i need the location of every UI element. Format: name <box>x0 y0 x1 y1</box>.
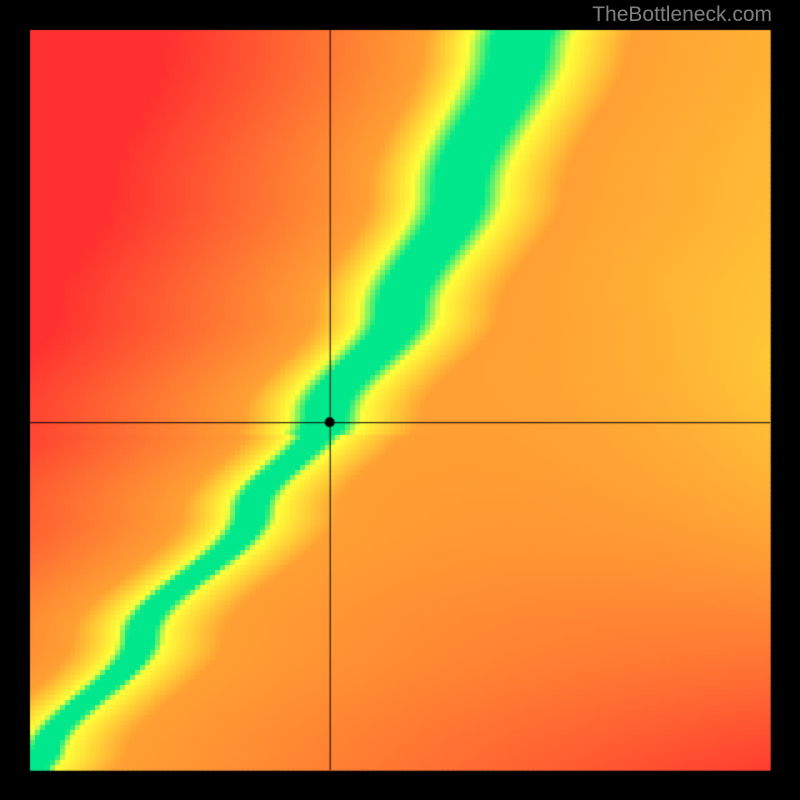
heatmap-canvas <box>0 0 800 800</box>
watermark-text: TheBottleneck.com <box>592 3 772 27</box>
chart-container: TheBottleneck.com <box>0 0 800 800</box>
